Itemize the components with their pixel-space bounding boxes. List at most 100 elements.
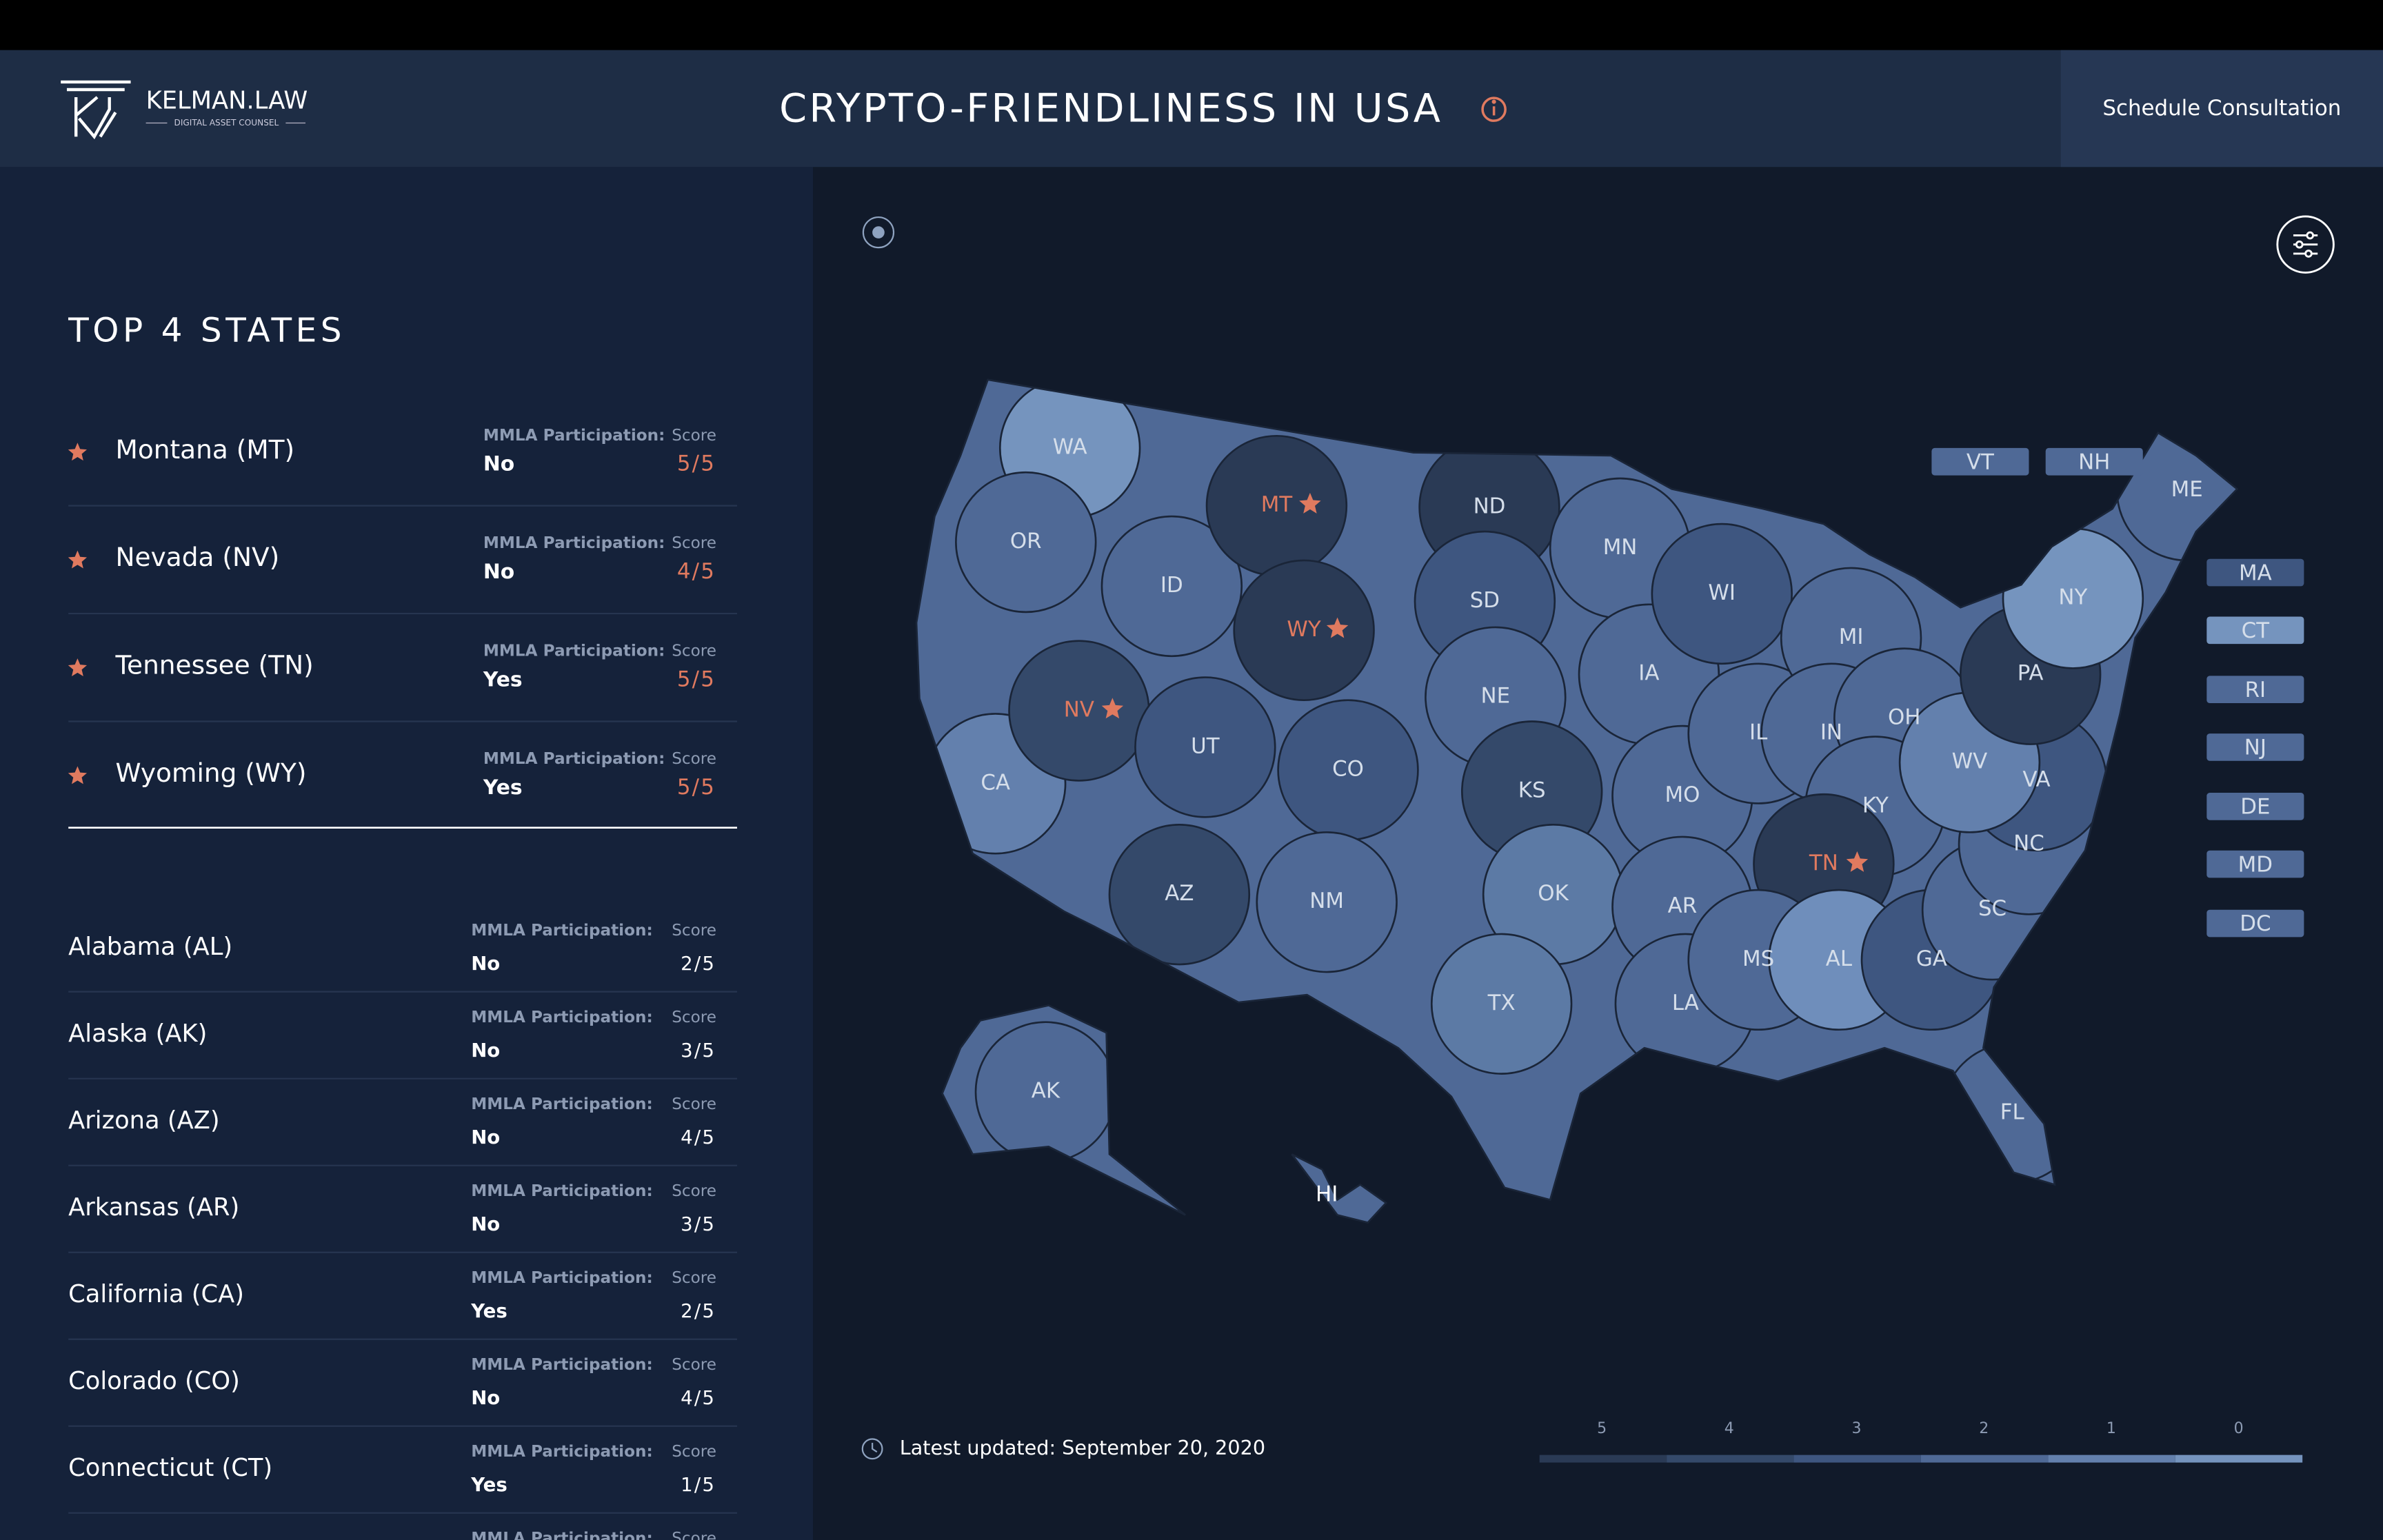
state-label: OR <box>1010 529 1042 554</box>
mmla-label: MMLA Participation: <box>483 534 665 552</box>
small-state-label: NH <box>2078 449 2110 474</box>
state-label: NC <box>2013 831 2044 855</box>
state-label: AR <box>1668 893 1698 918</box>
state-region[interactable] <box>1233 559 1375 701</box>
state-name[interactable]: Tennessee (TN) <box>115 650 314 680</box>
state-label: WV <box>1952 749 1988 773</box>
state-region[interactable] <box>1256 831 1398 973</box>
mmla-value: No <box>471 953 500 975</box>
state-name[interactable]: Wyoming (WY) <box>116 758 307 788</box>
score-label: Score <box>672 750 716 768</box>
state-name[interactable]: Connecticut (CT) <box>68 1454 272 1482</box>
legend-swatch <box>2048 1455 2175 1463</box>
small-state-label: DC <box>2240 911 2271 936</box>
state-name[interactable]: Montana (MT) <box>116 434 295 465</box>
state-label: AL <box>1826 946 1853 971</box>
small-state-box[interactable] <box>2206 676 2304 704</box>
score-label: Score <box>672 1443 716 1461</box>
score-value: 4/5 <box>681 1387 716 1409</box>
state-name[interactable]: Alaska (AK) <box>68 1020 207 1048</box>
score-label: Score <box>672 427 716 445</box>
state-label: FL <box>2000 1100 2025 1124</box>
score-label: Score <box>672 1530 716 1540</box>
state-label: IA <box>1638 661 1659 686</box>
state-name[interactable]: California (CA) <box>68 1280 244 1308</box>
score-label: Score <box>672 642 716 660</box>
star-icon <box>68 550 88 569</box>
state-label: OK <box>1538 881 1569 906</box>
mmla-label: MMLA Participation: <box>471 1356 652 1374</box>
state-regions <box>924 379 2238 1223</box>
state-name[interactable]: Alabama (AL) <box>68 933 232 961</box>
score-value: 5/5 <box>677 452 716 476</box>
mmla-label: MMLA Participation: <box>471 1095 652 1113</box>
updated-date: Latest updated: September 20, 2020 <box>900 1436 1265 1459</box>
state-label: TN <box>1809 851 1838 875</box>
mmla-label: MMLA Participation: <box>471 1009 652 1026</box>
small-state-box[interactable] <box>2206 558 2304 587</box>
small-state-label: MA <box>2239 560 2272 585</box>
state-region[interactable] <box>1134 676 1276 818</box>
state-region[interactable] <box>1430 933 1573 1075</box>
legend-label: 3 <box>1851 1420 1861 1437</box>
state-label: VA <box>2022 767 2050 792</box>
small-state-label: DE <box>2240 795 2270 820</box>
sidebar-heading: TOP 4 STATES <box>68 311 345 349</box>
legend-swatch <box>1667 1455 1794 1463</box>
legend-label: 0 <box>2234 1420 2244 1437</box>
logo-tagline: DIGITAL ASSET COUNSEL <box>174 118 279 128</box>
state-region[interactable] <box>1651 523 1793 665</box>
small-state-box[interactable] <box>2206 616 2304 645</box>
mmla-value: Yes <box>470 1474 507 1496</box>
state-region[interactable] <box>1108 823 1251 966</box>
info-icon[interactable] <box>1481 97 1507 122</box>
state-label: MS <box>1742 946 1774 971</box>
star-icon <box>68 658 88 676</box>
score-value: 5/5 <box>677 667 716 692</box>
score-value: 2/5 <box>681 953 716 975</box>
mmla-label: MMLA Participation: <box>471 1530 652 1540</box>
state-name[interactable]: Arkansas (AR) <box>68 1193 239 1222</box>
state-name[interactable]: Arizona (AZ) <box>68 1106 219 1135</box>
state-label: NV <box>1064 698 1094 722</box>
button-label[interactable]: Schedule Consultation <box>2102 96 2341 121</box>
small-state-box[interactable] <box>2206 909 2304 938</box>
state-labels: WA OR CA NV ID MT WY UT AZ CO NM ND SD NE KS OK TX MN IA MO… <box>981 434 2304 1206</box>
mmla-value: Yes <box>470 1300 507 1322</box>
state-label: SC <box>1978 896 2007 921</box>
star-icon <box>1299 492 1321 514</box>
state-label: CA <box>981 770 1010 795</box>
small-state-box[interactable] <box>2206 850 2304 878</box>
mmla-value: Yes <box>483 776 523 800</box>
legend-swatch <box>2175 1455 2303 1463</box>
state-name[interactable]: Nevada (NV) <box>116 542 280 572</box>
consult-button[interactable] <box>2060 50 2383 168</box>
state-label: NE <box>1481 684 1511 709</box>
small-state-box[interactable] <box>2045 447 2143 476</box>
star-icon <box>1101 698 1124 719</box>
state-region[interactable] <box>955 471 1097 614</box>
state-region[interactable] <box>1100 515 1243 658</box>
small-state-box[interactable] <box>2206 733 2304 761</box>
mmla-value: No <box>483 452 514 476</box>
clock-icon <box>861 1438 883 1460</box>
sidebar-rows: Montana (MT) MMLA Participation: No Score 5/… <box>68 427 737 1540</box>
mmla-label: MMLA Participation: <box>471 1269 652 1287</box>
small-state-box[interactable] <box>2206 793 2304 820</box>
mmla-label: MMLA Participation: <box>471 1443 652 1461</box>
small-state-box[interactable] <box>1931 447 2029 476</box>
state-label: MO <box>1665 782 1700 807</box>
legend-label: 1 <box>2107 1420 2116 1437</box>
legend-swatch <box>1793 1455 1921 1463</box>
score-label: Score <box>672 1182 716 1200</box>
filter-button[interactable] <box>2276 215 2335 274</box>
theme-icon[interactable] <box>862 216 895 249</box>
state-label: OH <box>1888 705 1920 730</box>
star-icon <box>1326 617 1349 638</box>
mmla-value: No <box>471 1387 500 1409</box>
score-value: 3/5 <box>681 1213 716 1235</box>
mmla-label: MMLA Participation: <box>483 750 665 768</box>
logo-name: KELMAN.LAW <box>146 87 308 115</box>
state-name[interactable]: Colorado (CO) <box>68 1367 240 1395</box>
